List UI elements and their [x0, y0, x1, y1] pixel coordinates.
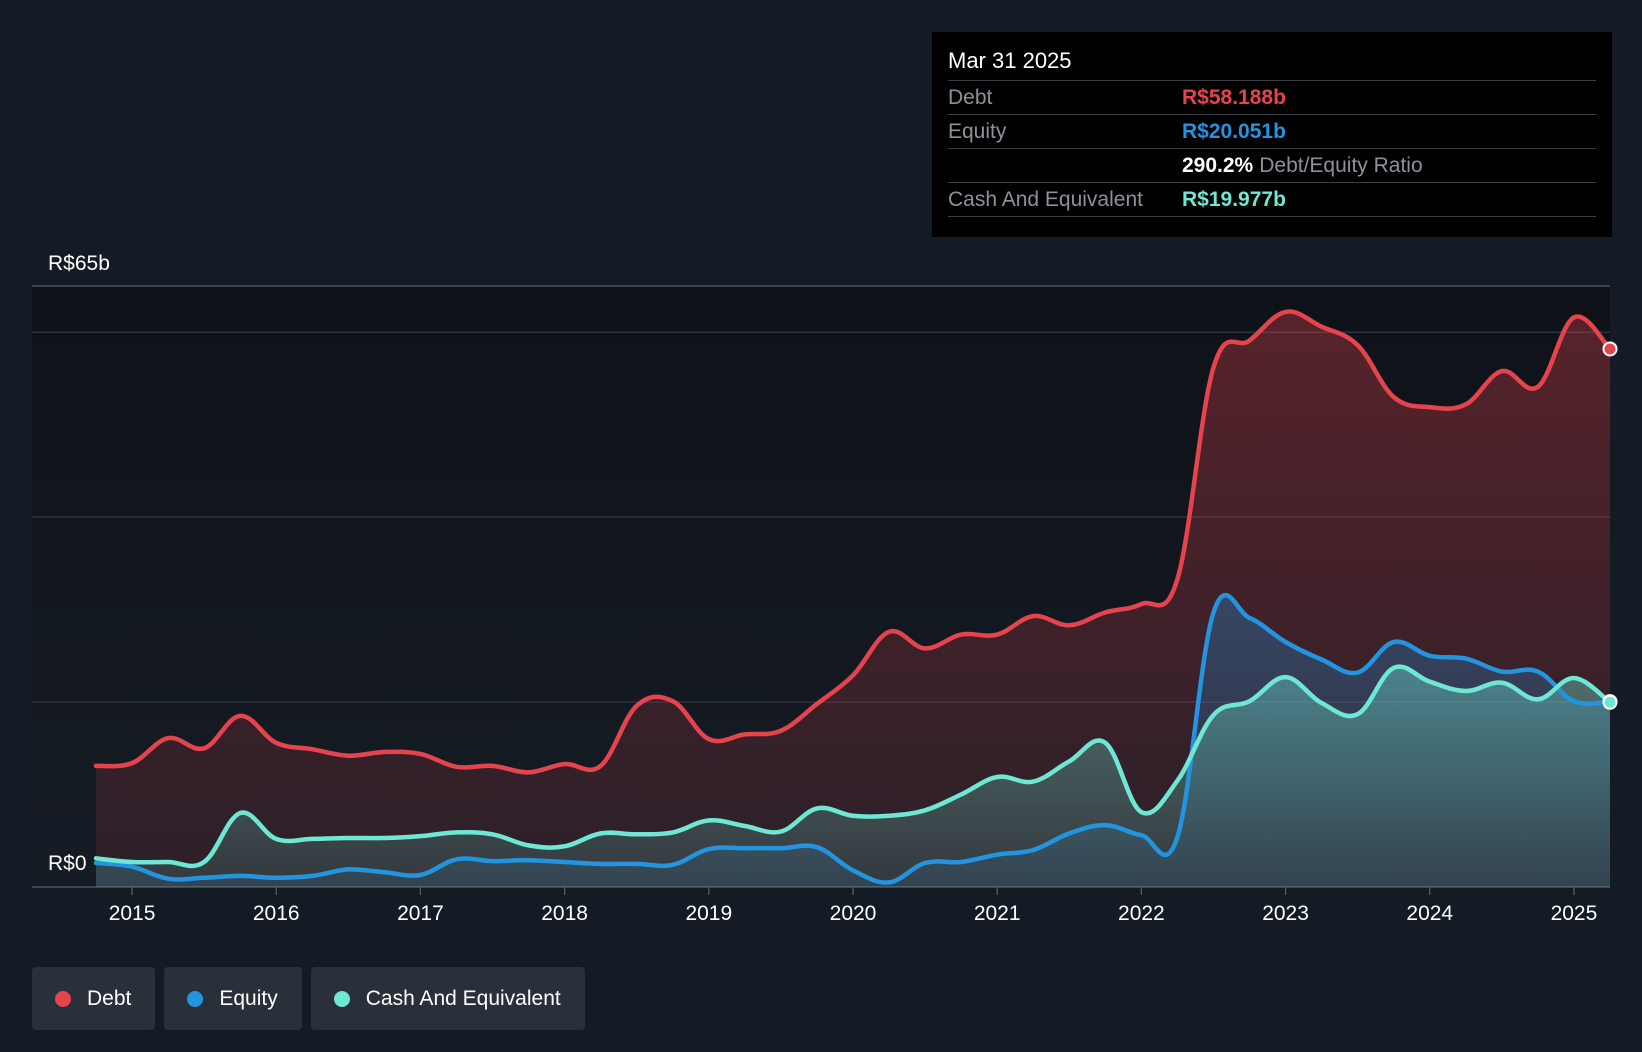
line-cash-and-equivalent[interactable]	[93, 664, 1613, 869]
legend-dot-debt-icon	[55, 990, 71, 1007]
y-axis-top-label: R$65b	[48, 252, 110, 275]
tooltip-value-debt: R$58.188b	[1182, 86, 1286, 109]
legend-dot-equity-icon	[187, 990, 204, 1007]
line-equity[interactable]	[93, 592, 1613, 885]
x-tick-label: 2024	[1406, 902, 1453, 925]
tooltip-row-debt: Debt R$58.188b	[948, 81, 1596, 115]
legend-dot-cash-icon	[333, 990, 350, 1007]
tooltip-row-cash: Cash And Equivalent R$19.977b	[948, 183, 1596, 217]
line-debt[interactable]	[93, 309, 1613, 775]
endpoint-debt[interactable]	[1602, 341, 1618, 357]
tooltip-ratio-value: 290.2%	[1182, 154, 1254, 177]
tooltip-label-debt: Debt	[948, 86, 993, 109]
x-tick-label: 2017	[397, 902, 444, 925]
legend-label-equity: Equity	[219, 986, 278, 1010]
tooltip-panel: Mar 31 2025 Debt R$58.188b Equity R$20.0…	[932, 32, 1612, 237]
x-tick-label: 2019	[685, 902, 732, 925]
x-tick-label: 2020	[830, 902, 877, 925]
x-tick-label: 2016	[253, 902, 300, 925]
tooltip-ratio-label: Debt/Equity Ratio	[1259, 154, 1423, 177]
x-tick-label: 2025	[1551, 902, 1598, 925]
tooltip-value-equity: R$20.051b	[1182, 120, 1286, 143]
legend-item-cash[interactable]: Cash And Equivalent	[310, 967, 585, 1030]
tooltip-row-equity: Equity R$20.051b	[948, 115, 1596, 149]
tooltip-value-cash: R$19.977b	[1182, 188, 1286, 211]
legend-item-equity[interactable]: Equity	[164, 967, 302, 1030]
legend-item-debt[interactable]: Debt	[32, 967, 156, 1030]
legend: Debt Equity Cash And Equivalent	[32, 967, 585, 1030]
y-axis-bottom-label: R$0	[48, 852, 87, 875]
x-tick-label: 2015	[109, 902, 156, 925]
x-tick-label: 2018	[541, 902, 588, 925]
endpoint-cash-and-equivalent[interactable]	[1602, 694, 1618, 710]
x-tick-label: 2023	[1262, 902, 1309, 925]
tooltip-label-equity: Equity	[948, 120, 1007, 143]
tooltip-date: Mar 31 2025	[948, 46, 1596, 81]
tooltip-row-ratio: 290.2% Debt/Equity Ratio	[948, 149, 1596, 183]
x-tick-label: 2022	[1118, 902, 1165, 925]
area-cash-and-equivalent	[96, 666, 1610, 887]
x-tick-label: 2021	[974, 902, 1021, 925]
tooltip-label-cash: Cash And Equivalent	[948, 188, 1143, 211]
legend-label-cash: Cash And Equivalent	[365, 986, 561, 1010]
legend-label-debt: Debt	[87, 986, 132, 1010]
